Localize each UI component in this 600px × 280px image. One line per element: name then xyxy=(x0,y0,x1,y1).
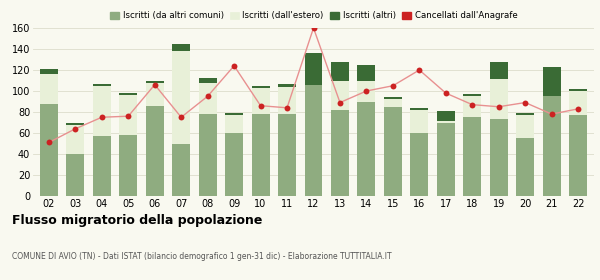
Bar xyxy=(490,62,508,80)
Point xyxy=(229,64,239,68)
Bar xyxy=(278,87,296,114)
Bar xyxy=(463,94,481,96)
Point xyxy=(150,83,160,87)
Point xyxy=(335,100,345,105)
Bar xyxy=(172,44,190,51)
Text: Flusso migratorio della popolazione: Flusso migratorio della popolazione xyxy=(12,214,262,227)
Bar xyxy=(490,119,508,196)
Bar xyxy=(516,138,534,196)
Bar xyxy=(67,123,85,125)
Bar xyxy=(40,69,58,74)
Bar xyxy=(305,85,322,196)
Bar xyxy=(569,89,587,91)
Point xyxy=(124,114,133,118)
Bar xyxy=(67,125,85,154)
Bar xyxy=(331,81,349,110)
Point xyxy=(467,102,477,107)
Bar xyxy=(410,108,428,110)
Bar xyxy=(569,115,587,196)
Point xyxy=(520,100,530,105)
Bar xyxy=(278,84,296,87)
Bar xyxy=(331,110,349,196)
Bar xyxy=(119,135,137,196)
Point xyxy=(44,140,53,145)
Bar xyxy=(542,96,560,196)
Legend: Iscritti (da altri comuni), Iscritti (dall'estero), Iscritti (altri), Cancellati: Iscritti (da altri comuni), Iscritti (da… xyxy=(110,11,517,20)
Point xyxy=(441,91,451,95)
Bar xyxy=(146,106,164,196)
Bar xyxy=(516,115,534,138)
Bar xyxy=(146,81,164,83)
Bar xyxy=(516,113,534,115)
Point xyxy=(203,94,212,99)
Bar xyxy=(542,67,560,96)
Bar xyxy=(199,114,217,196)
Bar xyxy=(331,62,349,81)
Bar xyxy=(199,83,217,114)
Bar xyxy=(437,122,455,123)
Bar xyxy=(410,110,428,133)
Bar xyxy=(358,81,376,102)
Bar xyxy=(384,107,402,196)
Point xyxy=(574,107,583,111)
Point xyxy=(547,112,556,116)
Bar xyxy=(225,115,243,133)
Bar xyxy=(225,113,243,115)
Bar xyxy=(358,102,376,196)
Point xyxy=(256,104,265,108)
Bar xyxy=(463,117,481,196)
Bar xyxy=(437,111,455,122)
Bar xyxy=(40,74,58,104)
Text: COMUNE DI AVIO (TN) - Dati ISTAT (bilancio demografico 1 gen-31 dic) - Elaborazi: COMUNE DI AVIO (TN) - Dati ISTAT (bilanc… xyxy=(12,252,392,261)
Bar xyxy=(569,91,587,115)
Bar xyxy=(93,86,111,136)
Bar xyxy=(146,83,164,106)
Bar xyxy=(384,99,402,107)
Bar xyxy=(172,143,190,196)
Bar xyxy=(410,133,428,196)
Bar xyxy=(67,154,85,196)
Bar xyxy=(437,123,455,196)
Bar xyxy=(358,65,376,81)
Bar xyxy=(251,114,269,196)
Point xyxy=(494,104,503,109)
Bar xyxy=(119,93,137,95)
Bar xyxy=(278,114,296,196)
Point xyxy=(97,115,107,120)
Bar xyxy=(305,53,322,85)
Bar xyxy=(384,97,402,99)
Bar xyxy=(490,80,508,119)
Bar xyxy=(251,88,269,114)
Bar xyxy=(463,96,481,117)
Bar xyxy=(119,95,137,135)
Bar xyxy=(251,86,269,88)
Bar xyxy=(93,136,111,196)
Bar xyxy=(40,104,58,196)
Point xyxy=(362,89,371,93)
Point xyxy=(71,127,80,131)
Point xyxy=(282,106,292,110)
Bar xyxy=(172,51,190,143)
Point xyxy=(415,68,424,72)
Bar xyxy=(93,84,111,86)
Bar xyxy=(199,78,217,83)
Point xyxy=(388,83,398,88)
Bar xyxy=(225,133,243,196)
Point xyxy=(309,26,319,30)
Point xyxy=(176,115,186,120)
